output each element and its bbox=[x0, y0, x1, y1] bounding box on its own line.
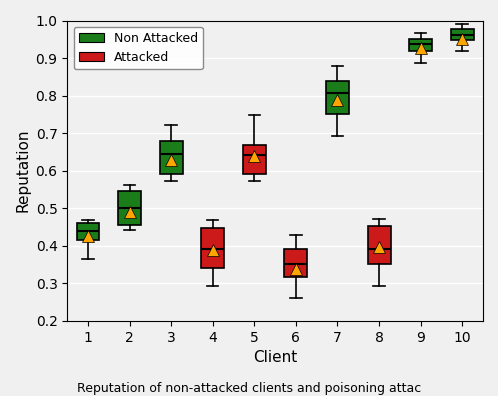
X-axis label: Client: Client bbox=[253, 350, 297, 365]
PathPatch shape bbox=[160, 141, 183, 174]
PathPatch shape bbox=[326, 81, 349, 114]
PathPatch shape bbox=[284, 249, 307, 276]
PathPatch shape bbox=[451, 29, 474, 40]
PathPatch shape bbox=[118, 191, 141, 225]
PathPatch shape bbox=[77, 223, 100, 240]
PathPatch shape bbox=[201, 228, 224, 268]
Y-axis label: Reputation: Reputation bbox=[15, 129, 30, 212]
Text: Reputation of non-attacked clients and poisoning attac: Reputation of non-attacked clients and p… bbox=[77, 382, 421, 395]
PathPatch shape bbox=[409, 38, 432, 51]
PathPatch shape bbox=[368, 226, 390, 264]
PathPatch shape bbox=[243, 145, 266, 174]
Legend: Non Attacked, Attacked: Non Attacked, Attacked bbox=[74, 27, 203, 69]
